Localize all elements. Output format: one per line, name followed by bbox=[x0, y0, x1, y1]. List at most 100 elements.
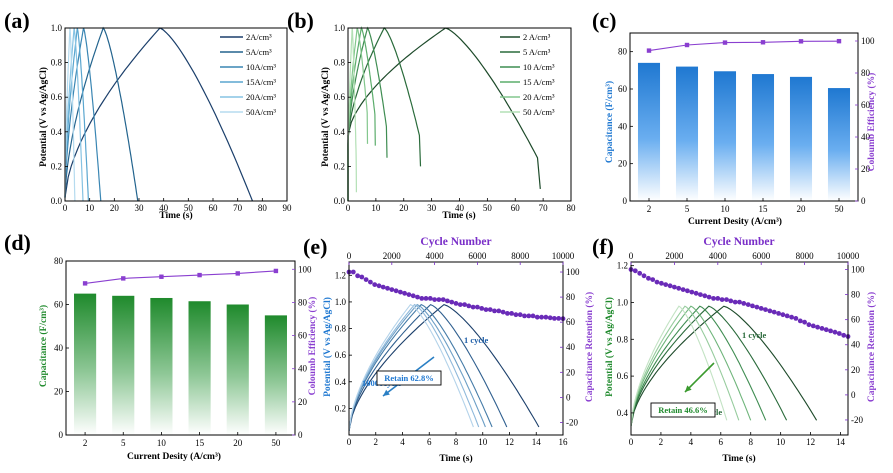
legend-label-a: 2A/cm³ bbox=[246, 32, 272, 42]
x2-tick-label-e: 6000 bbox=[468, 251, 487, 261]
x-tick-label-b: 80 bbox=[567, 203, 577, 213]
y-tick-label-c: 40 bbox=[618, 121, 628, 131]
y2-tick-label-f: 0 bbox=[851, 390, 856, 400]
gcd-curve-f-4 bbox=[630, 305, 740, 426]
retention-point-e bbox=[505, 311, 510, 316]
retention-point-f bbox=[750, 303, 755, 309]
retention-point-f bbox=[741, 301, 747, 306]
plot-area-d: 2 5 10 15 20 50 0 20 40 60 80 0 20 40 60 80 100 bbox=[54, 256, 312, 448]
legend-label-a: 50A/cm³ bbox=[246, 107, 276, 117]
x2-axis-label-f: Cycle Number bbox=[703, 236, 774, 248]
x2-tick-label-f: 10000 bbox=[837, 251, 860, 261]
retention-point-f bbox=[667, 283, 673, 289]
retention-point-e bbox=[539, 314, 544, 320]
retention-point-f bbox=[724, 297, 729, 302]
x-tick-label-d: 10 bbox=[157, 438, 167, 448]
bar-c-20 bbox=[789, 76, 813, 201]
retention-point-e bbox=[453, 301, 459, 306]
gcd-curve-b-0 bbox=[347, 27, 541, 201]
y2-tick-label-e: 40 bbox=[566, 342, 576, 352]
retention-point-f bbox=[767, 308, 773, 314]
x2-tick-label-f: 2000 bbox=[665, 251, 684, 261]
x-tick-label-d: 15 bbox=[195, 438, 205, 448]
annotation-arrow-head-f bbox=[685, 385, 692, 392]
retention-point-f bbox=[685, 288, 690, 294]
y2-tick-label-d: 80 bbox=[298, 297, 308, 307]
retention-point-f bbox=[793, 316, 799, 321]
retention-box-f bbox=[650, 402, 716, 418]
x-tick-label-a: 0 bbox=[63, 203, 68, 213]
y-tick-label-f: 0.8 bbox=[617, 334, 629, 344]
y-axis-label-c: Capacitance (F/cm³) bbox=[604, 81, 615, 163]
gcd-curve-e-5 bbox=[348, 303, 474, 432]
retention-point-f bbox=[698, 292, 703, 297]
y-axis-label-b: Potential (V vs Ag/AgCl) bbox=[320, 67, 331, 167]
x-tick-label-a: 30 bbox=[135, 203, 145, 213]
retention-point-e bbox=[530, 313, 536, 319]
bar-c-2 bbox=[637, 62, 661, 201]
efficiency-point-c bbox=[646, 48, 652, 53]
x2-tick-label-f: 6000 bbox=[752, 251, 771, 261]
y-tick-label-a: 0.0 bbox=[51, 196, 63, 206]
x2-tick-label-f: 4000 bbox=[709, 251, 728, 261]
y2-tick-label-f: 20 bbox=[851, 365, 861, 375]
bar-d-5 bbox=[112, 295, 135, 435]
gcd-curve-f-3 bbox=[630, 305, 752, 426]
y-tick-label-f: 1.0 bbox=[617, 297, 629, 307]
panel-c: (c) 2 5 10 15 20 50 0 20 40 60 80 0 20 40 60 80 100 Curr… bbox=[592, 8, 877, 227]
x-axis-label-f: Time (s) bbox=[722, 453, 755, 464]
retention-point-f bbox=[737, 299, 742, 305]
x-tick-label-b: 0 bbox=[346, 203, 351, 213]
retention-point-e bbox=[449, 299, 455, 305]
retention-point-e bbox=[513, 312, 519, 318]
retention-point-e bbox=[445, 298, 450, 304]
retention-point-f bbox=[676, 285, 682, 291]
retention-point-e bbox=[517, 312, 523, 318]
x-tick-label-a: 60 bbox=[209, 203, 219, 213]
retention-point-e bbox=[547, 315, 553, 321]
bar-d-10 bbox=[150, 297, 173, 435]
efficiency-point-d bbox=[121, 276, 126, 281]
x-tick-label-e: 16 bbox=[559, 437, 569, 447]
x2-tick-label-f: 0 bbox=[629, 251, 634, 261]
retention-point-e bbox=[492, 308, 497, 314]
retention-point-e bbox=[350, 269, 356, 275]
retention-point-f bbox=[654, 279, 660, 285]
retention-point-f bbox=[758, 306, 764, 311]
x-tick-label-e: 10 bbox=[478, 437, 488, 447]
x-tick-label-a: 10 bbox=[85, 203, 95, 213]
legend-label-b: 2 A/cm³ bbox=[523, 32, 551, 42]
y2-tick-label-e: 0 bbox=[566, 392, 571, 402]
x-tick-label-f: 6 bbox=[719, 437, 724, 447]
retention-point-e bbox=[389, 287, 395, 292]
x-tick-label-e: 6 bbox=[427, 437, 432, 447]
efficiency-line-c bbox=[648, 40, 840, 52]
efficiency-point-c bbox=[722, 40, 728, 45]
y2-tick-label-f: 60 bbox=[851, 315, 861, 325]
y-axis-label-a: Potential (V vs Ag/AgCl) bbox=[38, 67, 49, 167]
x-tick-label-f: 8 bbox=[748, 437, 753, 447]
y-tick-label-f: 0.4 bbox=[617, 408, 629, 418]
x-tick-label-e: 4 bbox=[400, 437, 405, 447]
x-tick-label-a: 90 bbox=[283, 203, 293, 213]
bar-c-5 bbox=[675, 66, 699, 201]
retention-point-f bbox=[789, 314, 794, 320]
legend-label-a: 15A/cm³ bbox=[246, 77, 276, 87]
y-tick-label-d: 40 bbox=[54, 343, 64, 353]
retention-point-f bbox=[776, 311, 781, 316]
plot-frame-c bbox=[629, 32, 859, 202]
x-axis-label-e: Time (s) bbox=[439, 453, 472, 464]
x2-tick-label-e: 2000 bbox=[383, 251, 402, 261]
panel-label-a: (a) bbox=[4, 8, 30, 33]
x-axis-label-a: Time (s) bbox=[159, 210, 192, 221]
x-tick-label-d: 2 bbox=[83, 438, 88, 448]
retention-point-e bbox=[355, 273, 360, 279]
x2-tick-label-f: 8000 bbox=[796, 251, 815, 261]
y-tick-label-e: 1.2 bbox=[335, 270, 346, 280]
x-tick-label-b: 60 bbox=[511, 203, 521, 213]
retention-point-f bbox=[641, 273, 647, 279]
retention-point-f bbox=[841, 332, 847, 338]
y-tick-label-c: 80 bbox=[618, 47, 628, 57]
y-axis-label-d: Capacitance (F/cm³) bbox=[38, 305, 49, 387]
retention-point-e bbox=[470, 304, 476, 310]
